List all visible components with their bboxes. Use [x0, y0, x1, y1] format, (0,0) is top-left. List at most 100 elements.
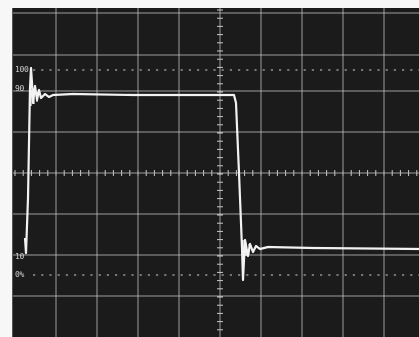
ref-dot-100 — [344, 69, 347, 71]
ref-dot-100 — [139, 69, 142, 71]
ref-dot-100 — [410, 69, 413, 71]
ref-dot-0 — [115, 274, 118, 276]
ref-dot-100 — [41, 69, 44, 71]
ref-dot-0 — [213, 274, 216, 276]
ref-dot-0 — [164, 274, 167, 276]
label-0-percent: 0% — [15, 270, 25, 279]
ref-dot-0 — [336, 274, 339, 276]
ref-dot-0 — [156, 274, 159, 276]
ref-dot-100 — [279, 69, 282, 71]
ref-dot-100 — [311, 69, 314, 71]
ref-dot-0 — [295, 274, 298, 276]
ref-dot-100 — [287, 69, 290, 71]
ref-dot-0 — [74, 274, 77, 276]
ref-dot-100 — [369, 69, 372, 71]
ref-dot-0 — [90, 274, 93, 276]
ref-dot-0 — [369, 274, 372, 276]
ref-dot-0 — [188, 274, 191, 276]
scope-display — [13, 8, 419, 337]
ref-dot-100 — [98, 69, 101, 71]
ref-dot-0 — [311, 274, 314, 276]
ref-dot-100 — [270, 69, 273, 71]
ref-dot-100 — [74, 69, 77, 71]
ref-dot-100 — [164, 69, 167, 71]
ref-dot-0 — [279, 274, 282, 276]
ref-dot-100 — [131, 69, 134, 71]
ref-dot-100 — [352, 69, 355, 71]
ref-dot-100 — [221, 69, 224, 71]
ref-dot-100 — [336, 69, 339, 71]
ref-dot-0 — [221, 274, 224, 276]
rising-ringing — [30, 88, 38, 106]
ref-dot-100 — [180, 69, 183, 71]
ref-dot-0 — [98, 274, 101, 276]
ref-dot-0 — [344, 274, 347, 276]
oscilloscope-screen: 100 90 10 0% — [12, 8, 419, 337]
ref-dot-100 — [238, 69, 241, 71]
ref-dot-100 — [115, 69, 118, 71]
ref-dot-100 — [65, 69, 68, 71]
ref-dot-100 — [205, 69, 208, 71]
ref-dot-0 — [33, 274, 36, 276]
label-90-percent: 90 — [15, 84, 25, 93]
ref-dot-100 — [320, 69, 323, 71]
label-100-percent: 100 — [15, 65, 29, 74]
ref-dot-100 — [106, 69, 109, 71]
ref-dot-100 — [33, 69, 36, 71]
ref-dot-100 — [82, 69, 85, 71]
ref-dot-0 — [123, 274, 126, 276]
ref-dot-0 — [410, 274, 413, 276]
ref-dot-0 — [246, 274, 249, 276]
ref-dot-100 — [229, 69, 232, 71]
ref-dot-100 — [156, 69, 159, 71]
ref-dot-0 — [147, 274, 150, 276]
ref-dot-0 — [361, 274, 364, 276]
ref-dot-100 — [246, 69, 249, 71]
ref-dot-100 — [377, 69, 380, 71]
ref-dot-0 — [139, 274, 142, 276]
ref-dot-0 — [49, 274, 52, 276]
ref-dot-100 — [385, 69, 388, 71]
ref-dot-0 — [254, 274, 257, 276]
ref-dot-0 — [229, 274, 232, 276]
ref-dot-100 — [49, 69, 52, 71]
ref-dot-0 — [205, 274, 208, 276]
ref-dot-0 — [287, 274, 290, 276]
ref-dot-100 — [147, 69, 150, 71]
ref-dot-100 — [172, 69, 175, 71]
ref-dot-100 — [295, 69, 298, 71]
ref-dot-100 — [213, 69, 216, 71]
ref-dot-100 — [188, 69, 191, 71]
ref-dot-0 — [65, 274, 68, 276]
ref-dot-0 — [402, 274, 405, 276]
ref-dot-100 — [123, 69, 126, 71]
ref-dot-100 — [197, 69, 200, 71]
ref-dot-0 — [131, 274, 134, 276]
ref-dot-0 — [385, 274, 388, 276]
ref-dot-100 — [262, 69, 265, 71]
ref-dot-0 — [197, 274, 200, 276]
ref-dot-100 — [393, 69, 396, 71]
ref-dot-0 — [377, 274, 380, 276]
ref-dot-0 — [57, 274, 60, 276]
waveform-trace — [23, 66, 419, 282]
ref-dot-100 — [402, 69, 405, 71]
ref-dot-100 — [254, 69, 257, 71]
ref-dot-0 — [106, 274, 109, 276]
label-10-percent: 10 — [15, 252, 25, 261]
ref-dot-0 — [180, 274, 183, 276]
ref-dot-0 — [270, 274, 273, 276]
ref-dot-0 — [393, 274, 396, 276]
falling-ringing — [242, 240, 250, 258]
ref-dot-0 — [320, 274, 323, 276]
ref-dot-0 — [82, 274, 85, 276]
ref-dot-100 — [57, 69, 60, 71]
ref-dot-0 — [303, 274, 306, 276]
ref-dot-100 — [303, 69, 306, 71]
ref-dot-100 — [90, 69, 93, 71]
ref-dot-0 — [41, 274, 44, 276]
ref-dot-100 — [328, 69, 331, 71]
ref-dot-0 — [352, 274, 355, 276]
ref-dot-0 — [262, 274, 265, 276]
ref-dot-0 — [238, 274, 241, 276]
